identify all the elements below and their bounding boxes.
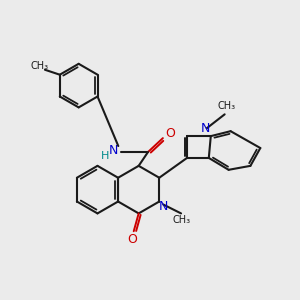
Text: H: H xyxy=(101,151,110,161)
Text: CH₃: CH₃ xyxy=(31,61,49,71)
Text: O: O xyxy=(127,233,137,246)
Text: N: N xyxy=(109,143,118,157)
Text: N: N xyxy=(201,122,211,135)
Text: CH₃: CH₃ xyxy=(218,101,236,111)
Text: O: O xyxy=(165,127,175,140)
Text: N: N xyxy=(158,200,168,213)
Text: CH₃: CH₃ xyxy=(173,215,191,225)
